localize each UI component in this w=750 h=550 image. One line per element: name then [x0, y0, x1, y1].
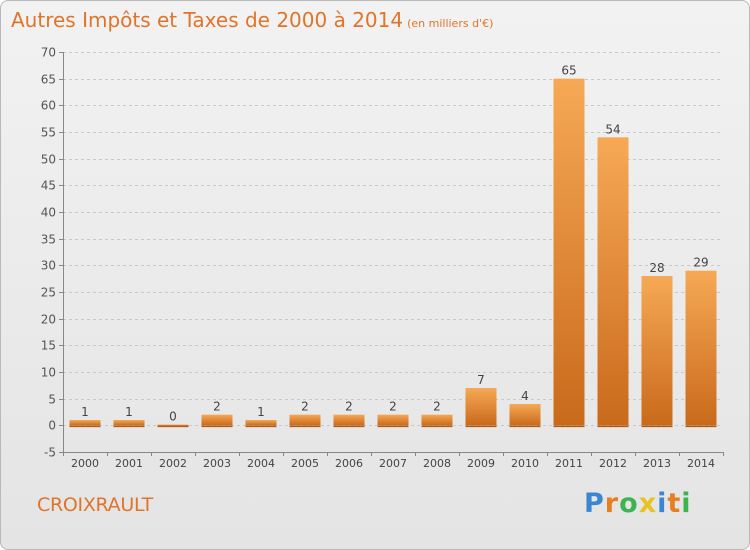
chart-title: Autres Impôts et Taxes de 2000 à 2014 (en… — [11, 8, 493, 32]
x-tick-label-2014: 2014 — [687, 457, 715, 470]
y-tick-label: 60 — [41, 99, 56, 113]
x-tick-label-2000: 2000 — [71, 457, 99, 470]
data-label-2007: 2 — [389, 400, 397, 414]
x-tick-label-2002: 2002 — [159, 457, 187, 470]
y-tick-label: 45 — [41, 179, 56, 193]
chart-title-text: Autres Impôts et Taxes de 2000 à 2014 — [11, 8, 404, 32]
data-label-2001: 1 — [125, 405, 133, 419]
logo-letter: i — [657, 488, 668, 519]
x-tick-label-2009: 2009 — [467, 457, 495, 470]
bars — [69, 78, 717, 428]
data-label-2010: 4 — [521, 389, 529, 403]
x-tick-label-2013: 2013 — [643, 457, 671, 470]
axes — [59, 52, 724, 456]
y-tick-label: 65 — [41, 73, 56, 87]
x-tick-label-2004: 2004 — [247, 457, 275, 470]
y-tick-label: -5 — [44, 446, 56, 460]
y-tick-label: 25 — [41, 286, 56, 300]
data-label-2011: 65 — [561, 64, 576, 78]
data-label-2012: 54 — [605, 122, 620, 136]
bar-2000 — [69, 420, 101, 426]
proxiti-logo: Proxiti — [584, 488, 692, 519]
commune-name: CROIXRAULT — [37, 494, 153, 516]
bar-2005 — [289, 414, 321, 426]
logo-letter: t — [667, 488, 682, 519]
data-label-2003: 2 — [213, 400, 221, 414]
bar-2009 — [465, 388, 497, 426]
logo-letter: x — [638, 488, 658, 519]
y-tick-label: 55 — [41, 126, 56, 140]
bar-2008 — [421, 414, 453, 426]
logo-letter: i — [681, 488, 692, 519]
logo-letter: P — [584, 488, 605, 519]
chart-subtitle: (en milliers d'€) — [407, 17, 494, 30]
x-tick-label-2011: 2011 — [555, 457, 583, 470]
data-label-2009: 7 — [477, 373, 485, 387]
y-tick-label: 70 — [41, 46, 56, 60]
y-tick-label: 5 — [48, 393, 56, 407]
bar-2012 — [597, 137, 629, 426]
bar-2002 — [157, 424, 189, 427]
x-tick-label-2005: 2005 — [291, 457, 319, 470]
y-tick-label: 15 — [41, 339, 56, 353]
x-tick-label-2003: 2003 — [203, 457, 231, 470]
x-tick-label-2010: 2010 — [511, 457, 539, 470]
data-label-2005: 2 — [301, 400, 309, 414]
logo-letter: o — [619, 488, 639, 519]
bar-2003 — [201, 414, 233, 426]
logo-letter: r — [604, 488, 620, 519]
data-label-2004: 1 — [257, 405, 265, 419]
y-tick-label: 0 — [48, 419, 56, 433]
data-label-2002: 0 — [169, 410, 177, 424]
labels: -505101520253035404550556065701200012001… — [41, 46, 715, 471]
bar-2004 — [245, 420, 277, 426]
x-tick-label-2007: 2007 — [379, 457, 407, 470]
bar-2011 — [553, 78, 585, 426]
data-label-2000: 1 — [81, 405, 89, 419]
y-tick-label: 30 — [41, 259, 56, 273]
data-label-2014: 29 — [693, 256, 708, 270]
bar-2010 — [509, 404, 541, 426]
y-tick-label: 40 — [41, 206, 56, 220]
x-tick-label-2001: 2001 — [115, 457, 143, 470]
y-tick-label: 10 — [41, 366, 56, 380]
x-tick-label-2006: 2006 — [335, 457, 363, 470]
bar-2006 — [333, 414, 365, 426]
data-label-2013: 28 — [649, 261, 664, 275]
data-label-2008: 2 — [433, 400, 441, 414]
bar-2013 — [641, 276, 673, 426]
x-tick-label-2008: 2008 — [423, 457, 451, 470]
y-tick-label: 20 — [41, 313, 56, 327]
y-tick-label: 50 — [41, 153, 56, 167]
x-tick-label-2012: 2012 — [599, 457, 627, 470]
bar-2001 — [113, 420, 145, 426]
bar-2014 — [685, 270, 717, 426]
data-label-2006: 2 — [345, 400, 353, 414]
bar-2007 — [377, 414, 409, 426]
y-tick-label: 35 — [41, 233, 56, 247]
